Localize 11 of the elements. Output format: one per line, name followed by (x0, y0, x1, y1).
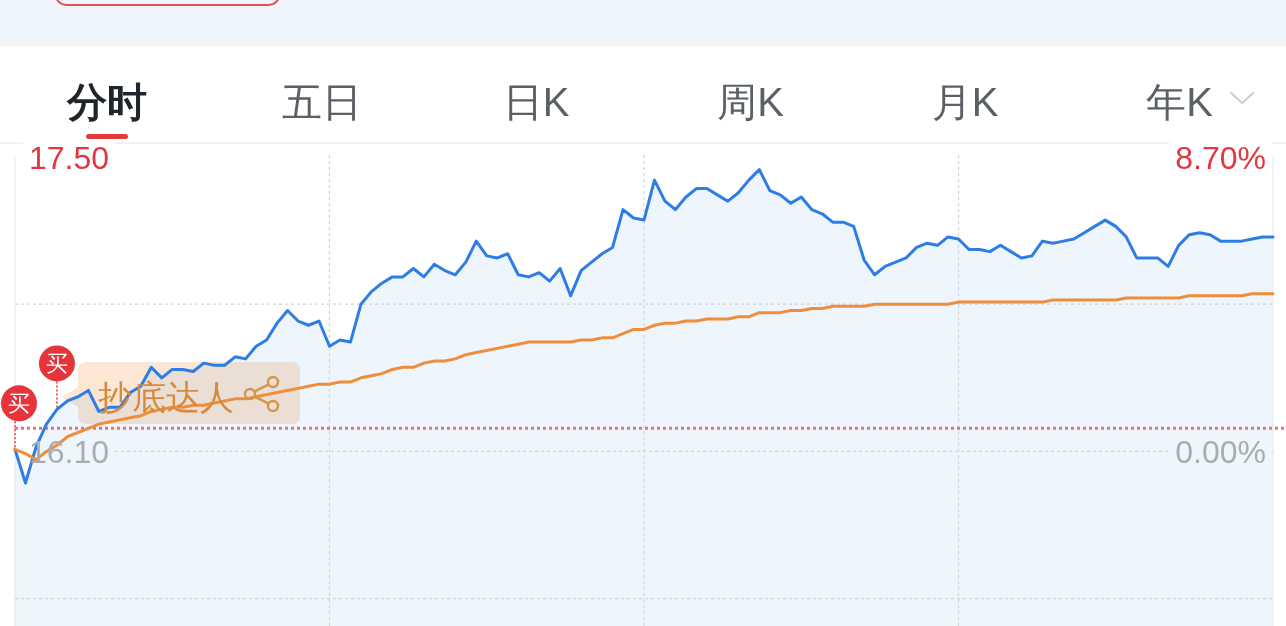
text: 日K (502, 80, 570, 124)
text: 月K (931, 80, 999, 124)
annotation: 买 (8, 391, 30, 417)
annotation: 买 (45, 351, 68, 377)
chart-title: 分时 (66, 80, 147, 124)
y2-tick-label: 8.70% (1175, 139, 1266, 176)
y2-tick-label: 0.00% (1175, 433, 1266, 470)
text: 周K (717, 80, 785, 124)
text: 年K (1146, 80, 1214, 124)
text: 五日 (281, 80, 362, 124)
y-tick-label: 17.50 (29, 139, 110, 176)
